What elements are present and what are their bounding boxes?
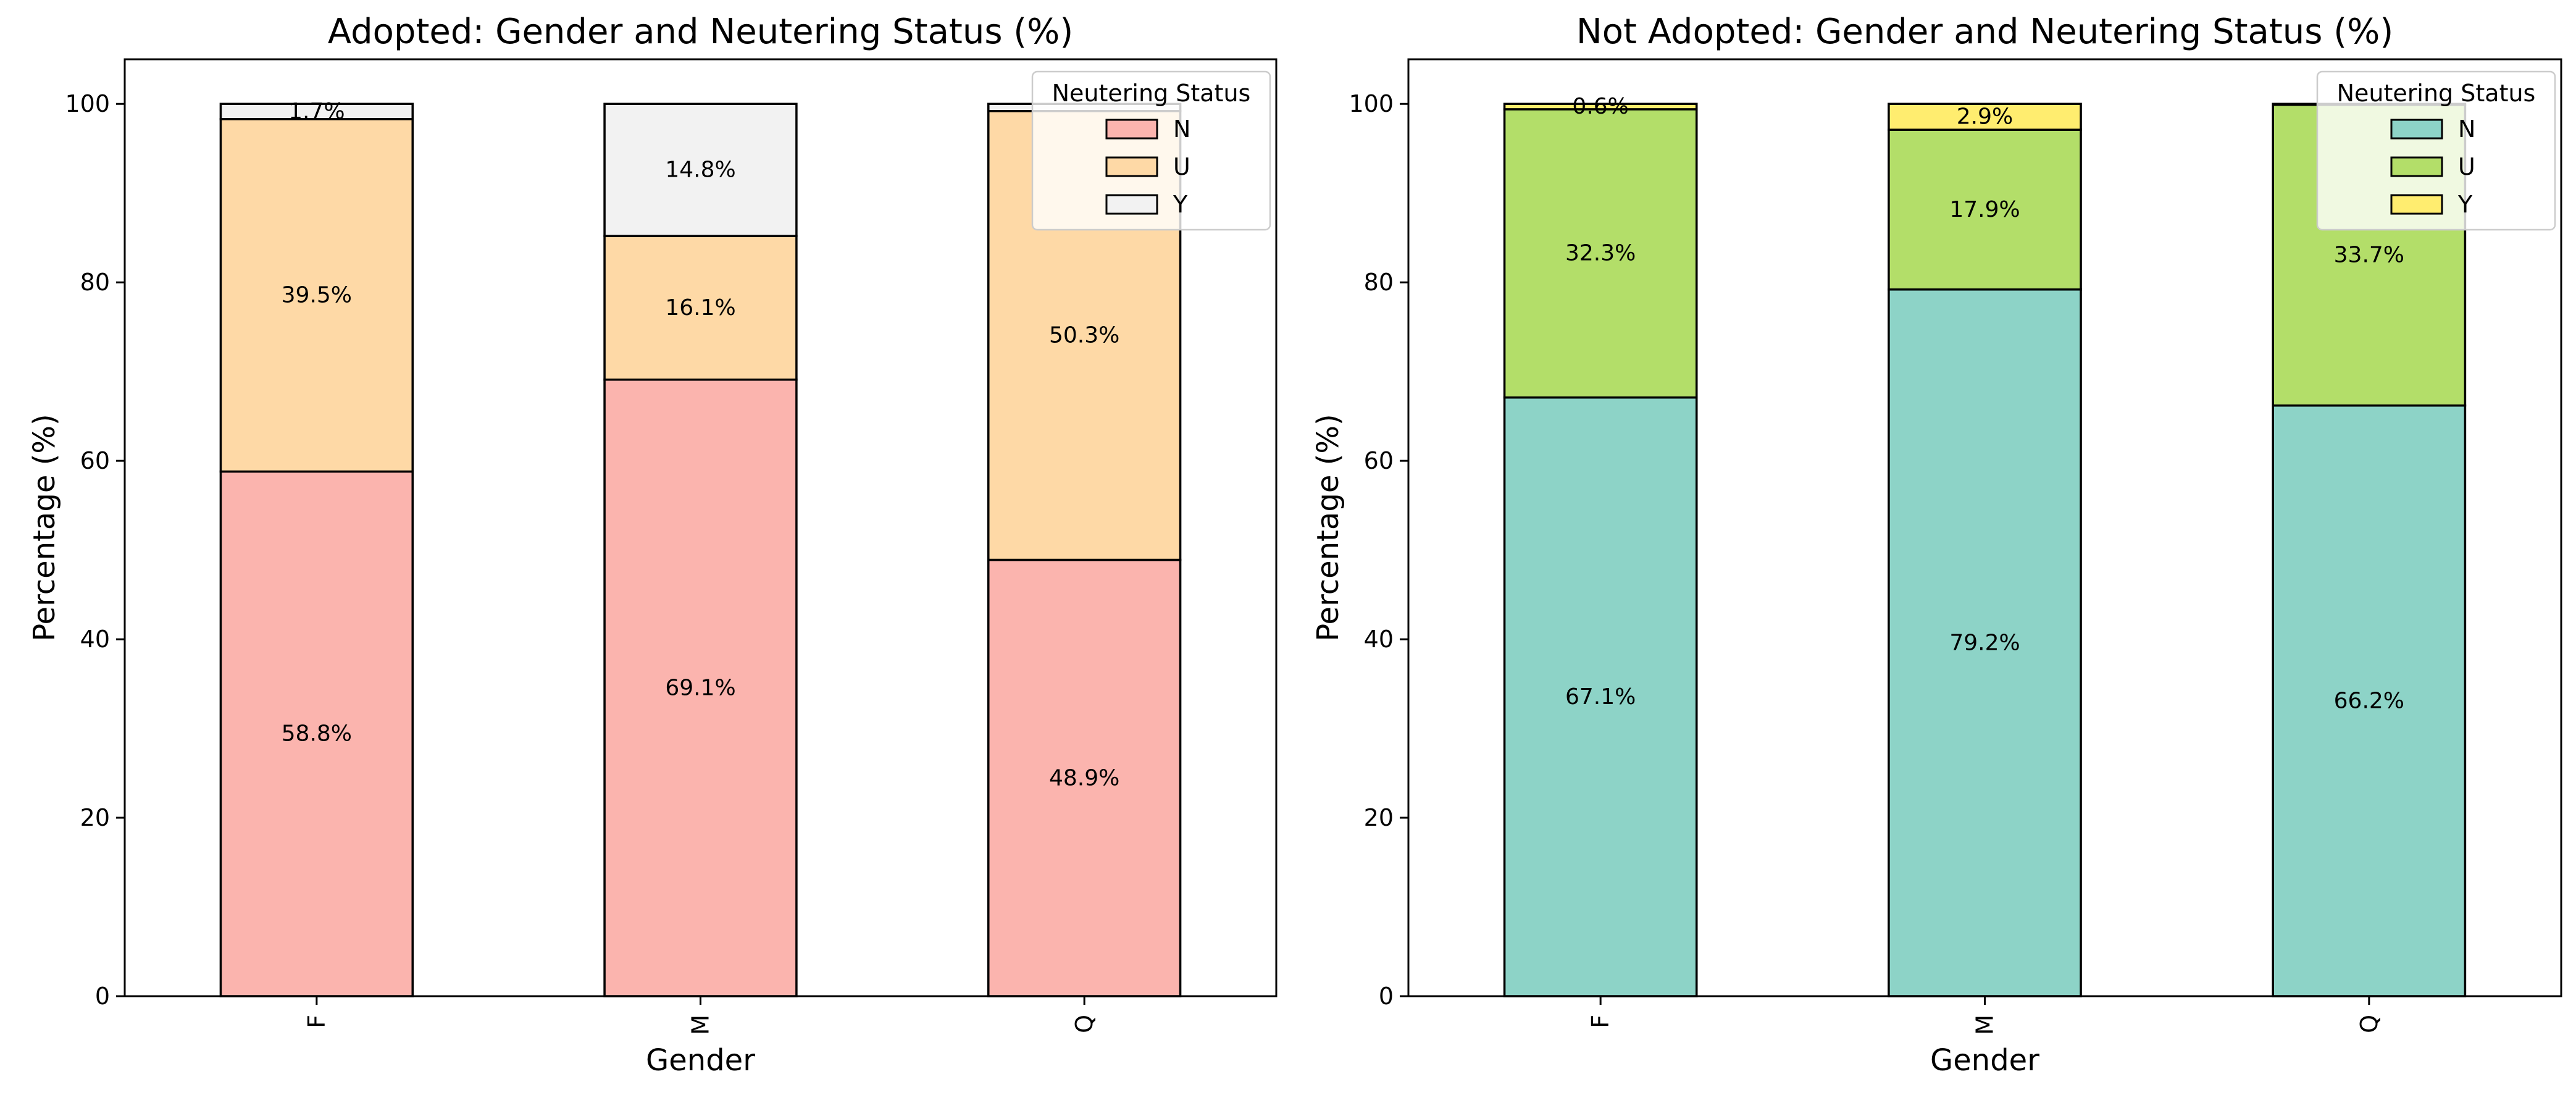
bar-value-label: 14.8% <box>665 157 735 183</box>
bar-f-n <box>219 470 414 997</box>
x-tick-label: F <box>1587 1015 1614 1028</box>
bar-m-u <box>603 235 798 381</box>
bar-value-label: 66.2% <box>2334 688 2404 713</box>
x-axis-label: Gender <box>1930 1043 2039 1078</box>
bar-f-u <box>1503 108 1698 399</box>
legend-label-n: N <box>2458 115 2475 143</box>
chart-not-adopted: Not Adopted: Gender and Neutering Status… <box>1311 12 2562 1078</box>
y-axis-label: Percentage (%) <box>1311 414 1345 641</box>
y-tick-label: 40 <box>1364 626 1394 653</box>
bar-labels: 67.1% 32.3% 0.6% 79.2% 17.9% 2.9% 66.2% 33.7% <box>1565 94 2404 713</box>
legend-swatch-n <box>2390 119 2443 140</box>
y-tick-label: 20 <box>1364 804 1394 831</box>
bar-m-u <box>1888 128 2082 291</box>
legend-title: Neutering Status <box>2337 80 2536 107</box>
x-tick-label: Q <box>2356 1015 2383 1033</box>
bar-m-y <box>603 103 798 237</box>
bar-value-label: 39.5% <box>282 283 352 308</box>
legend-label-u: U <box>2458 153 2475 180</box>
bar-value-label: 79.2% <box>1949 630 2020 655</box>
bar-m-n <box>1888 288 2082 997</box>
bar-value-label: 32.3% <box>1565 241 1636 266</box>
bar-value-label: 2.9% <box>1957 104 2013 130</box>
legend-swatch-y <box>2390 194 2443 215</box>
chart-title: Adopted: Gender and Neutering Status (%) <box>328 12 1073 52</box>
bars <box>219 103 1182 997</box>
x-tick-label: M <box>1972 1015 1999 1035</box>
x-axis-label: Gender <box>646 1043 755 1078</box>
bars <box>1503 103 2467 997</box>
y-tick-label: 80 <box>1364 269 1394 296</box>
y-tick-label: 60 <box>80 447 110 474</box>
bar-f-y <box>219 103 414 120</box>
y-tick-label: 60 <box>1364 447 1394 474</box>
bar-m-y <box>1888 103 2082 131</box>
bar-value-label: 48.9% <box>1049 765 1119 791</box>
legend-box <box>2316 70 2556 231</box>
chart-adopted: Adopted: Gender and Neutering Status (%)… <box>27 12 1278 1078</box>
legend-swatch-u <box>2390 156 2443 177</box>
bar-f-y <box>1503 103 1698 111</box>
legend: Neutering Status NUY <box>2316 70 2556 231</box>
x-tick-label: Q <box>1071 1015 1098 1033</box>
bar-m-n <box>603 378 798 997</box>
legend: Neutering Status NUY <box>1031 70 1271 231</box>
y-tick-label: 0 <box>1379 983 1394 1010</box>
bar-value-label: 69.1% <box>665 675 735 700</box>
chart-title: Not Adopted: Gender and Neutering Status… <box>1576 12 2393 52</box>
y-tick-label: 80 <box>80 269 110 296</box>
legend-swatch-y <box>1105 194 1158 215</box>
bar-value-label: 17.9% <box>1949 197 2020 222</box>
y-tick-label: 100 <box>65 90 110 117</box>
bar-value-label: 50.3% <box>1049 323 1119 348</box>
y-axis-label: Percentage (%) <box>27 414 62 641</box>
legend-title: Neutering Status <box>1052 80 1251 107</box>
bar-value-label: 33.7% <box>2334 243 2404 268</box>
bar-value-label: 0.6% <box>1572 94 1628 119</box>
legend-swatch-n <box>1105 119 1158 140</box>
legend-label-u: U <box>1173 153 1190 180</box>
bar-q-n <box>2272 404 2467 997</box>
bar-f-n <box>1503 396 1698 997</box>
y-tick-label: 100 <box>1349 90 1394 117</box>
bar-value-label: 16.1% <box>665 295 735 321</box>
legend-label-y: Y <box>1173 191 1188 218</box>
bar-value-label: 67.1% <box>1565 684 1636 710</box>
legend-box <box>1031 70 1271 231</box>
y-axis: 0 20 40 60 80 100 <box>65 90 125 1010</box>
legend-swatch-u <box>1105 156 1158 177</box>
legend-label-n: N <box>1173 115 1190 143</box>
bar-labels: 58.8% 39.5% 1.7% 69.1% 16.1% 14.8% 48.9% 50.3% <box>282 99 1120 791</box>
x-tick-label: M <box>687 1015 714 1035</box>
bar-value-label: 58.8% <box>282 721 352 747</box>
y-tick-label: 0 <box>95 983 110 1010</box>
bar-value-label: 1.7% <box>288 99 345 124</box>
y-tick-label: 20 <box>80 804 110 831</box>
legend-label-y: Y <box>2457 191 2473 218</box>
x-tick-label: F <box>303 1015 330 1028</box>
y-tick-label: 40 <box>80 626 110 653</box>
bar-f-u <box>219 118 414 473</box>
y-axis: 0 20 40 60 80 100 <box>1349 90 1408 1010</box>
